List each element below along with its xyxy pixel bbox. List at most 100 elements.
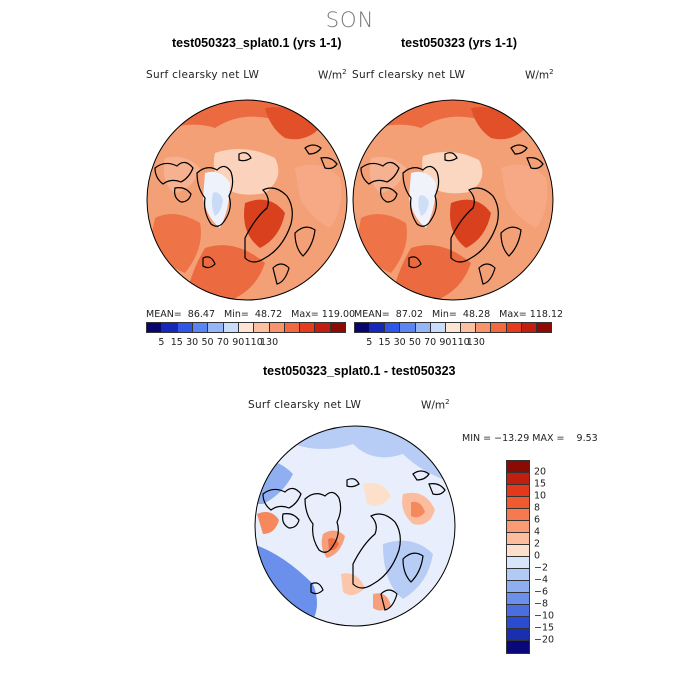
colorbar-swatch [208, 323, 224, 332]
colorbar-swatch [254, 323, 270, 332]
field-min-sw [255, 589, 281, 626]
panel-2-stats: MEAN= 87.02 Min= 48.28 Max= 118.12 [354, 309, 564, 320]
colorbar-swatch [177, 323, 193, 332]
diff-colorbar-label: −15 [534, 622, 555, 634]
field-pos-arctic [363, 482, 391, 506]
map-border [352, 99, 554, 301]
diff-colorbar-label: −6 [534, 586, 549, 598]
diff-colorbar-label: −8 [534, 598, 549, 610]
colorbar-swatch [315, 323, 331, 332]
colorbar-tick-label: 90 [232, 337, 245, 348]
colorbar-swatch [300, 323, 316, 332]
diff-colorbar-label: 2 [534, 538, 541, 550]
colorbar-swatch [385, 323, 401, 332]
colorbar-tick-label: 70 [424, 337, 437, 348]
panel-1-stats: MEAN= 86.47 Min= 48.72 Max= 119.00 [146, 309, 356, 320]
field-max-center [450, 199, 491, 248]
field-max-east [411, 501, 425, 518]
diff-panel-units: W/m2 [421, 398, 450, 412]
diff-colorbar-label: 0 [534, 550, 541, 562]
colorbar-swatch [192, 323, 209, 332]
colorbar-tick-label: 15 [170, 337, 183, 348]
diff-colorbar-swatch [507, 461, 529, 473]
colorbar-swatch [476, 323, 492, 332]
diff-colorbar-swatch [507, 629, 529, 641]
diff-colorbar-labels: 20 15 10 8 6 4 2 0 −2 −4 −6 −8 −10 −15 −20 [534, 460, 574, 652]
coastlines [360, 144, 544, 285]
colorbar-tick-label: 50 [408, 337, 421, 348]
colorbar-tick-label: 90 [439, 337, 452, 348]
coastlines [262, 470, 446, 611]
panel-1-units: W/m2 [318, 68, 347, 82]
diff-colorbar-swatch [507, 533, 529, 545]
panel-1-colorbar [146, 322, 346, 333]
diff-colorbar-swatch [507, 545, 529, 557]
map-border [254, 425, 456, 627]
colorbar-swatch [162, 323, 178, 332]
panel-2-variable: Surf clearsky net LW [352, 69, 466, 81]
colorbar-tick-label: 110 [244, 337, 263, 348]
diff-panel-stats: MIN = −13.29 MAX = 9.53 [462, 433, 598, 444]
diff-colorbar-label: −4 [534, 574, 549, 586]
diff-colorbar-swatch [507, 569, 529, 581]
panel-2-title: test050323 (yrs 1-1) [401, 36, 518, 50]
panel-2-colorbar-ticks: 5 15 30 50 70 90 110 130 [354, 337, 552, 351]
diff-colorbar-label: 8 [534, 502, 541, 514]
diff-colorbar-label: 20 [534, 466, 547, 478]
diff-colorbar-swatch [507, 485, 529, 497]
colorbar-swatch [506, 323, 522, 332]
colorbar-tick-label: 5 [158, 337, 165, 348]
colorbar-tick-label: 130 [466, 337, 485, 348]
field-pos-west [257, 512, 279, 534]
panel-2-units: W/m2 [525, 68, 554, 82]
field-pos-south2 [373, 593, 391, 611]
colorbar-tick-label: 130 [259, 337, 279, 348]
map-border [146, 99, 348, 301]
diff-colorbar-label: −10 [534, 610, 555, 622]
diff-colorbar-label: 15 [534, 478, 547, 490]
diff-panel-title: test050323_splat0.1 - test050323 [263, 364, 456, 378]
diff-colorbar-label: 4 [534, 526, 541, 538]
field-neg-se [383, 540, 433, 599]
diff-colorbar-label: −20 [534, 634, 555, 646]
field-high-ne [471, 107, 526, 140]
colorbar-swatch [147, 323, 163, 332]
colorbar-swatch [445, 323, 462, 332]
colorbar-swatch [400, 323, 416, 332]
field-max-center [244, 199, 285, 248]
colorbar-swatch [430, 323, 446, 332]
field-high-south [185, 245, 265, 300]
panel-1-colorbar-ticks: 5 15 30 50 70 90 110 130 [146, 337, 346, 351]
colorbar-swatch [330, 323, 346, 332]
field-high-ne [265, 107, 320, 140]
diff-colorbar-swatch [507, 509, 529, 521]
figure-title: SON [325, 8, 375, 32]
colorbar-swatch [461, 323, 477, 332]
panel-2-map [352, 99, 554, 301]
field-high-south [391, 245, 471, 300]
coastlines [154, 144, 338, 285]
colorbar-swatch [536, 323, 552, 332]
diff-colorbar-label: 6 [534, 514, 541, 526]
map-base-field [255, 426, 455, 626]
diff-colorbar-swatch [507, 581, 529, 593]
panel-2-colorbar [354, 322, 552, 333]
colorbar-tick-label: 30 [393, 337, 406, 348]
colorbar-tick-label: 50 [201, 337, 214, 348]
field-east [295, 164, 342, 228]
diff-colorbar-swatch [507, 641, 529, 653]
colorbar-swatch [223, 323, 239, 332]
diff-colorbar-label: −2 [534, 562, 549, 574]
field-min-core [418, 195, 429, 216]
colorbar-swatch [370, 323, 386, 332]
diff-panel-variable: Surf clearsky net LW [248, 399, 362, 411]
colorbar-swatch [284, 323, 301, 332]
diff-colorbar-swatch [507, 617, 529, 629]
colorbar-tick-label: 110 [451, 337, 470, 348]
panel-1-variable: Surf clearsky net LW [146, 69, 260, 81]
colorbar-tick-label: 70 [216, 337, 229, 348]
panel-1-map [146, 99, 348, 301]
diff-colorbar-swatch [507, 557, 529, 569]
diff-colorbar-swatch [507, 605, 529, 617]
colorbar-swatch [415, 323, 431, 332]
